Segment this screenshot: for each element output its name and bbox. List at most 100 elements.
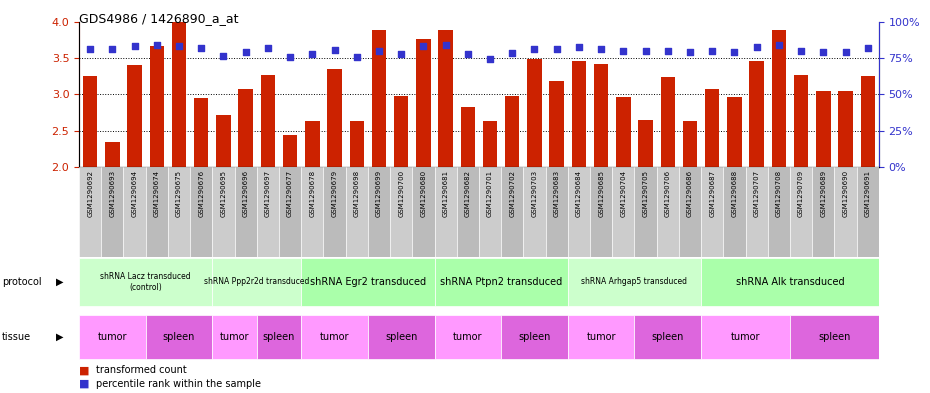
- Text: transformed count: transformed count: [96, 365, 187, 375]
- Bar: [146, 315, 212, 359]
- Point: [593, 46, 608, 52]
- Bar: [105, 141, 120, 167]
- Bar: [817, 92, 830, 167]
- Bar: [283, 135, 298, 167]
- Bar: [612, 167, 634, 257]
- Bar: [724, 167, 746, 257]
- Bar: [438, 30, 453, 167]
- Bar: [772, 30, 786, 167]
- Text: GDS4986 / 1426890_a_at: GDS4986 / 1426890_a_at: [79, 12, 239, 25]
- Text: GSM1290686: GSM1290686: [687, 170, 693, 217]
- Bar: [590, 167, 612, 257]
- Bar: [594, 64, 608, 167]
- Bar: [434, 167, 457, 257]
- Bar: [238, 89, 253, 167]
- Point: [660, 48, 675, 55]
- Text: tumor: tumor: [98, 332, 127, 342]
- Bar: [727, 97, 741, 167]
- Text: shRNA Lacz transduced
(control): shRNA Lacz transduced (control): [100, 272, 191, 292]
- Point: [550, 45, 565, 51]
- Point: [150, 42, 165, 48]
- Point: [460, 51, 475, 57]
- Point: [127, 42, 142, 49]
- Bar: [572, 61, 586, 167]
- Bar: [460, 107, 475, 167]
- Bar: [368, 315, 434, 359]
- Point: [616, 48, 631, 54]
- Point: [860, 45, 875, 51]
- Point: [771, 42, 786, 48]
- Bar: [483, 121, 498, 167]
- Text: GSM1290689: GSM1290689: [820, 170, 827, 217]
- Bar: [790, 167, 812, 257]
- Point: [393, 51, 408, 57]
- Text: protocol: protocol: [2, 277, 42, 287]
- Bar: [301, 315, 368, 359]
- Point: [727, 49, 742, 55]
- Bar: [479, 167, 501, 257]
- Text: tumor: tumor: [453, 332, 483, 342]
- Bar: [660, 77, 675, 167]
- Text: GSM1290694: GSM1290694: [131, 170, 138, 217]
- Bar: [501, 315, 568, 359]
- Bar: [327, 69, 341, 167]
- Text: GSM1290678: GSM1290678: [310, 170, 315, 217]
- Bar: [568, 315, 634, 359]
- Text: ■: ■: [79, 365, 89, 375]
- Text: GSM1290692: GSM1290692: [87, 170, 93, 217]
- Text: GSM1290674: GSM1290674: [153, 170, 160, 217]
- Text: shRNA Egr2 transduced: shRNA Egr2 transduced: [310, 277, 426, 287]
- Bar: [79, 315, 146, 359]
- Text: shRNA Arhgap5 transduced: shRNA Arhgap5 transduced: [581, 277, 687, 286]
- Text: GSM1290684: GSM1290684: [576, 170, 582, 217]
- Bar: [501, 167, 524, 257]
- Point: [571, 44, 586, 50]
- Point: [838, 49, 853, 55]
- Text: ▶: ▶: [56, 332, 63, 342]
- Point: [171, 43, 186, 50]
- Point: [505, 50, 520, 56]
- Bar: [834, 167, 857, 257]
- Point: [193, 45, 208, 51]
- Text: tumor: tumor: [731, 332, 761, 342]
- Point: [527, 46, 542, 52]
- Bar: [790, 315, 879, 359]
- Bar: [412, 167, 434, 257]
- Bar: [794, 75, 808, 167]
- Point: [371, 48, 386, 55]
- Point: [683, 49, 698, 55]
- Text: GSM1290676: GSM1290676: [198, 170, 205, 217]
- Text: GSM1290707: GSM1290707: [753, 170, 760, 217]
- Text: GSM1290697: GSM1290697: [265, 170, 271, 217]
- Point: [416, 43, 431, 50]
- Bar: [505, 96, 520, 167]
- Bar: [768, 167, 790, 257]
- Bar: [434, 315, 501, 359]
- Point: [83, 46, 98, 52]
- Bar: [657, 167, 679, 257]
- Bar: [257, 167, 279, 257]
- Point: [750, 44, 764, 50]
- Point: [483, 56, 498, 62]
- Text: tissue: tissue: [2, 332, 31, 342]
- Text: spleen: spleen: [385, 332, 418, 342]
- Text: tumor: tumor: [587, 332, 616, 342]
- Bar: [857, 167, 879, 257]
- Bar: [434, 259, 568, 306]
- Bar: [679, 167, 701, 257]
- Text: GSM1290682: GSM1290682: [465, 170, 471, 217]
- Bar: [683, 121, 698, 167]
- Bar: [701, 259, 879, 306]
- Bar: [257, 315, 301, 359]
- Point: [816, 49, 830, 55]
- Text: GSM1290675: GSM1290675: [176, 170, 182, 217]
- Point: [105, 46, 120, 52]
- Point: [305, 51, 320, 57]
- Text: GSM1290677: GSM1290677: [287, 170, 293, 217]
- Bar: [212, 259, 301, 306]
- Bar: [212, 167, 234, 257]
- Bar: [168, 167, 190, 257]
- Text: shRNA Ppp2r2d transduced: shRNA Ppp2r2d transduced: [204, 277, 310, 286]
- Bar: [705, 89, 720, 167]
- Bar: [634, 167, 657, 257]
